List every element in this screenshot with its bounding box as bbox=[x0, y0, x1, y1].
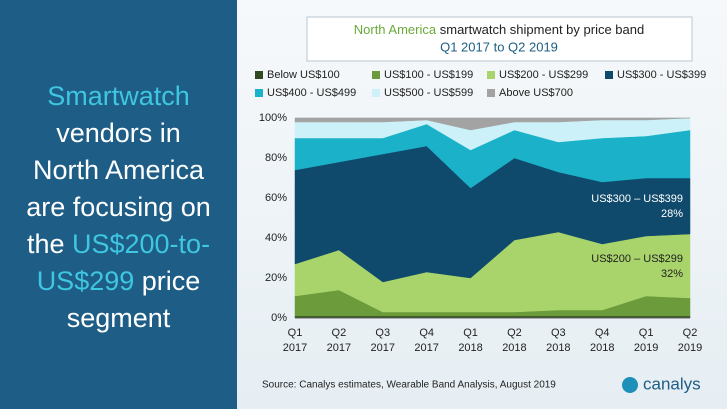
x-tick-label: Q1 bbox=[639, 327, 654, 339]
y-tick-label: 100% bbox=[259, 112, 287, 124]
x-tick-label: 2019 bbox=[678, 342, 702, 354]
x-tick-label: Q2 bbox=[332, 327, 347, 339]
x-tick-label: Q2 bbox=[507, 327, 522, 339]
annotation: US$200 – US$299 bbox=[591, 253, 683, 265]
legend-swatch bbox=[372, 89, 380, 97]
headline-text: vendors in bbox=[56, 118, 181, 148]
x-tick-label: 2017 bbox=[283, 342, 307, 354]
chart-subtitle: Q1 2017 to Q2 2019 bbox=[440, 39, 558, 54]
x-tick-label: 2018 bbox=[546, 342, 570, 354]
x-tick-label: 2018 bbox=[458, 342, 482, 354]
x-tick-label: 2018 bbox=[590, 342, 614, 354]
y-tick-label: 20% bbox=[265, 272, 287, 284]
headline-line: are focusing on bbox=[0, 189, 237, 226]
x-tick-label: 2019 bbox=[634, 342, 658, 354]
x-tick-label: Q3 bbox=[551, 327, 566, 339]
x-tick-label: Q3 bbox=[375, 327, 390, 339]
headline: Smartwatch vendors in North America are foc… bbox=[0, 78, 237, 337]
headline-text: price bbox=[134, 266, 201, 296]
y-tick-label: 40% bbox=[265, 232, 287, 244]
x-tick-label: Q1 bbox=[288, 327, 303, 339]
title-accent: North America bbox=[354, 22, 437, 37]
legend-swatch bbox=[372, 71, 380, 79]
headline-line: vendors in bbox=[0, 115, 237, 152]
legend-swatch bbox=[605, 71, 613, 79]
headline-line: Smartwatch bbox=[0, 78, 237, 115]
x-tick-label: Q2 bbox=[683, 327, 698, 339]
source: Source: Canalys estimates, Wearable Band… bbox=[262, 380, 556, 391]
legend-label: US$200 - US$299 bbox=[499, 69, 588, 81]
headline-text: US$299 bbox=[36, 266, 135, 296]
headline-text: North America bbox=[32, 155, 205, 185]
x-tick-label: Q4 bbox=[595, 327, 610, 339]
legend-label: Below US$100 bbox=[267, 69, 340, 81]
title-rest: smartwatch shipment by price band bbox=[436, 22, 644, 37]
headline-text: segment bbox=[66, 303, 171, 333]
x-tick-label: 2017 bbox=[414, 342, 438, 354]
legend-label: Above US$700 bbox=[499, 87, 573, 99]
annotation: US$300 – US$399 bbox=[591, 193, 683, 205]
legend-label: US$300 - US$399 bbox=[617, 69, 706, 81]
chart-title: North America smartwatch shipment by pri… bbox=[354, 22, 644, 37]
area bbox=[294, 117, 691, 131]
annotation: 32% bbox=[661, 268, 683, 280]
annotation: 28% bbox=[661, 208, 683, 220]
headline-line: segment bbox=[0, 300, 237, 337]
y-tick-label: 60% bbox=[265, 192, 287, 204]
headline-line: the US$200-to- bbox=[0, 226, 237, 263]
y-tick-label: 80% bbox=[265, 152, 287, 164]
x-tick-label: 2018 bbox=[502, 342, 526, 354]
legend-label: US$100 - US$199 bbox=[384, 69, 473, 81]
headline-text: are focusing on bbox=[26, 192, 211, 222]
x-tick-label: 2017 bbox=[327, 342, 351, 354]
legend-label: US$400 - US$499 bbox=[267, 87, 356, 99]
legend-swatch bbox=[255, 71, 263, 79]
legend-swatch bbox=[255, 89, 263, 97]
title-box bbox=[306, 16, 693, 62]
headline-line: North America bbox=[0, 152, 237, 189]
x-tick-label: 2017 bbox=[371, 342, 395, 354]
legend-swatch bbox=[487, 71, 495, 79]
legend-label: US$500 - US$599 bbox=[384, 87, 473, 99]
logo-mark bbox=[622, 377, 638, 393]
legend-swatch bbox=[487, 89, 495, 97]
logo-text: canalys bbox=[643, 374, 701, 393]
headline-line: US$299 price bbox=[0, 263, 237, 300]
headline-text: US$200-to- bbox=[71, 229, 211, 259]
headline-text: Smartwatch bbox=[47, 81, 190, 111]
y-tick-label: 0% bbox=[271, 312, 287, 324]
left-panel: Smartwatch vendors in North America are foc… bbox=[0, 0, 237, 409]
x-tick-label: Q4 bbox=[419, 327, 434, 339]
x-tick-label: Q1 bbox=[463, 327, 478, 339]
headline-text: the bbox=[26, 229, 72, 259]
